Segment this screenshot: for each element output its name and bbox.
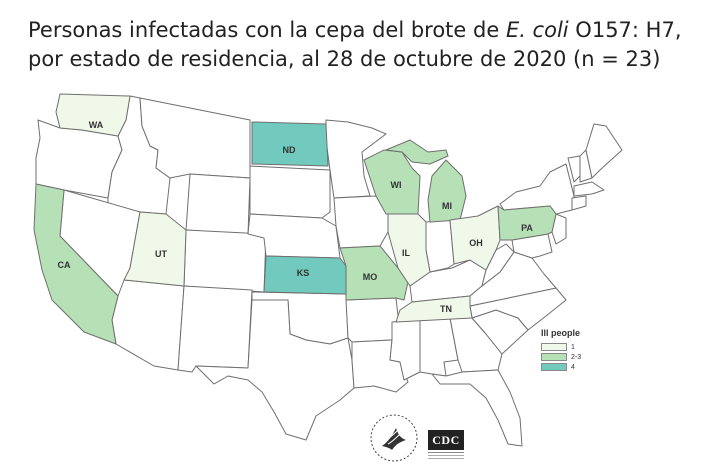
state-MI-upper (385, 139, 449, 165)
state-OH (449, 205, 501, 271)
legend-item-1: 1 (541, 342, 581, 352)
legend-swatch (541, 343, 567, 351)
title-text-1: Personas infectadas con la cepa del brot… (28, 18, 506, 42)
state-SD (249, 165, 331, 219)
state-ND (251, 121, 329, 167)
state-ME (585, 123, 623, 179)
hhs-eagle-icon (370, 414, 418, 462)
state-TN (395, 295, 473, 323)
agency-logos: CDC (368, 412, 478, 464)
state-label-WA: WA (89, 120, 104, 130)
map-legend: Ill people 1 2-3 4 (541, 328, 581, 372)
title-organism: E. coli (505, 18, 569, 42)
state-label-OH: OH (469, 238, 483, 248)
legend-label: 1 (571, 343, 575, 351)
state-NC (469, 287, 567, 331)
state-UT (123, 211, 187, 287)
state-FL (431, 369, 523, 447)
state-MI (427, 159, 467, 223)
state-MT (139, 97, 251, 179)
legend-item-2-3: 2-3 (541, 352, 581, 362)
state-MN (325, 119, 387, 199)
state-label-IL: IL (402, 248, 411, 258)
states-layer (33, 93, 623, 447)
state-CT (571, 195, 587, 211)
legend-label: 4 (571, 363, 575, 371)
state-label-UT: UT (155, 249, 167, 259)
title-line-2: por estado de residencia, al 28 de octub… (28, 47, 661, 71)
map-title: Personas infectadas con la cepa del brot… (28, 16, 708, 74)
state-CA (33, 183, 119, 345)
state-NY (499, 163, 575, 215)
state-AR (345, 297, 399, 343)
state-IN (425, 219, 455, 273)
title-line-1: Personas infectadas con la cepa del brot… (28, 16, 708, 45)
state-label-CA: CA (58, 260, 71, 270)
state-MO (339, 245, 409, 301)
title-strain: O157: H7, (568, 18, 682, 42)
state-label-MO: MO (363, 272, 378, 282)
legend-title: Ill people (541, 328, 581, 338)
state-NM (177, 285, 253, 373)
state-label-ND: ND (283, 145, 296, 155)
legend-swatch (541, 353, 567, 361)
state-label-PA: PA (521, 223, 533, 233)
legend-label: 2-3 (571, 353, 582, 361)
state-label-WI: WI (391, 180, 402, 190)
labels-layer: WA CA UT ND KS MO WI IL MI OH PA TN (58, 120, 534, 314)
state-label-TN: TN (440, 304, 452, 314)
state-MA (573, 181, 605, 197)
state-label-KS: KS (297, 268, 310, 278)
state-AZ (111, 279, 185, 371)
cdc-logo-subtext (428, 452, 464, 461)
state-PA (497, 205, 557, 241)
legend-item-4: 4 (541, 362, 581, 372)
state-TX (195, 299, 355, 441)
cdc-logo: CDC (428, 430, 464, 450)
state-IL (387, 213, 431, 287)
state-label-MI: MI (442, 201, 452, 211)
legend-swatch (541, 363, 567, 371)
state-CO (183, 229, 267, 293)
state-WY (185, 173, 251, 235)
state-WA (55, 93, 131, 137)
